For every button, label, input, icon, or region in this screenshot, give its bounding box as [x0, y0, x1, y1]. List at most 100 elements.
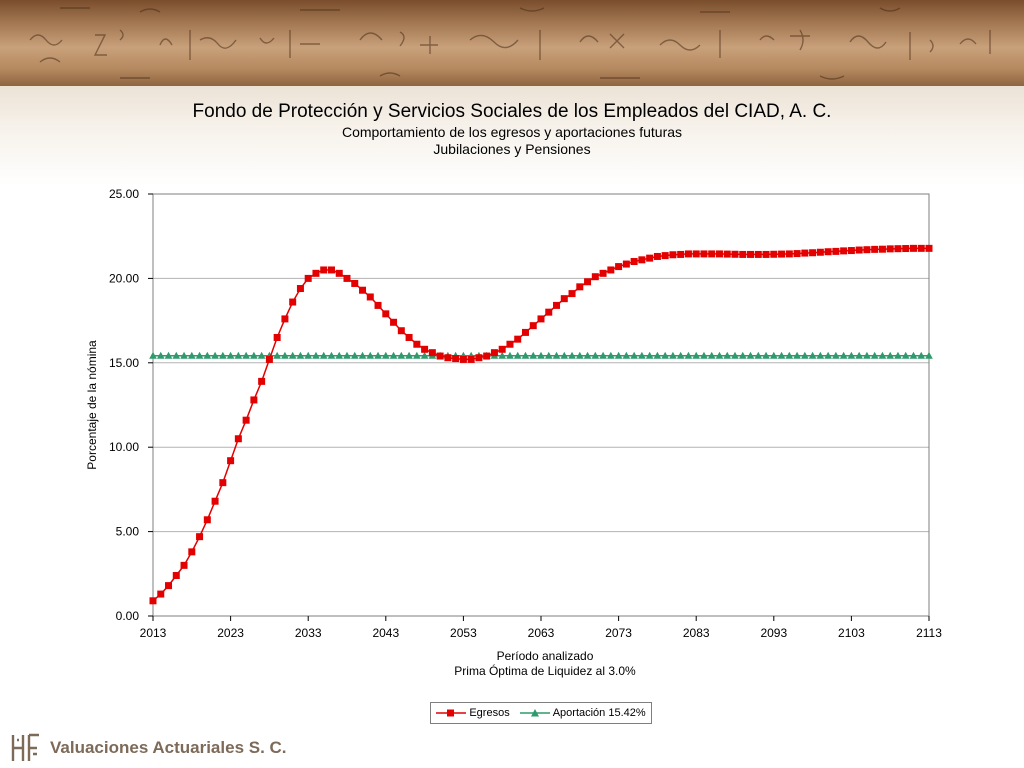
aportacion-point [684, 351, 693, 359]
chart-subtitle-2: Jubilaciones y Pensiones [433, 141, 591, 157]
plot-area [152, 193, 930, 617]
company-logo-icon [11, 733, 39, 761]
egresos-point [165, 582, 173, 590]
egresos-point [902, 245, 910, 253]
aportacion-point [195, 351, 204, 359]
x-tick-label: 2103 [838, 626, 865, 640]
aportacion-point [715, 351, 724, 359]
aportacion-point [785, 351, 794, 359]
aportacion-point [839, 351, 848, 359]
x-tick-label: 2033 [295, 626, 322, 640]
aportacion-point [855, 351, 863, 359]
y-tick-label: 20.00 [109, 271, 139, 285]
egresos-point [855, 246, 863, 254]
aportacion-point [281, 351, 289, 359]
egresos-point [770, 250, 778, 258]
egresos-point [731, 250, 739, 258]
aportacion-point [560, 351, 569, 359]
egresos-point [475, 354, 483, 362]
aportacion-point [777, 351, 786, 359]
aportacion-point [793, 351, 801, 359]
y-tick-label: 25.00 [109, 187, 139, 201]
egresos-point [576, 283, 584, 291]
egresos-point [591, 273, 599, 281]
egresos-point [483, 352, 491, 360]
egresos-point [871, 245, 879, 253]
aportacion-point [149, 351, 157, 359]
egresos-point [382, 310, 390, 318]
aportacion-point [288, 351, 297, 359]
aportacion-point [676, 351, 685, 359]
egresos-point [529, 322, 537, 330]
aportacion-point [498, 351, 506, 359]
aportacion-point [343, 351, 351, 359]
aportacion-point [847, 351, 856, 359]
egresos-point [847, 247, 855, 255]
egresos-point [397, 327, 405, 335]
egresos-point [801, 249, 809, 257]
aportacion-point [832, 351, 840, 359]
aportacion-point [661, 351, 669, 359]
egresos-point [180, 561, 188, 569]
egresos-point [390, 318, 398, 326]
egresos-point [560, 295, 568, 303]
egresos-point [506, 340, 514, 348]
egresos-point [157, 590, 165, 598]
aportacion-point [164, 351, 173, 359]
egresos-point [840, 247, 848, 255]
chart-subtitle: Comportamiento de los egresos y aportaci… [341, 124, 683, 140]
egresos-point [289, 298, 297, 306]
egresos-point [537, 315, 545, 323]
egresos-line [152, 247, 929, 602]
aportacion-point [219, 351, 227, 359]
aportacion-point [700, 351, 708, 359]
egresos-point [149, 597, 157, 605]
legend-label-egresos: Egresos [469, 707, 510, 719]
aportacion-point [350, 351, 359, 359]
aportacion-point [925, 351, 933, 359]
aportacion-point [397, 351, 406, 359]
aportacion-point [723, 351, 732, 359]
aportacion-point [816, 351, 825, 359]
egresos-point [521, 328, 529, 336]
aportacion-point [653, 351, 662, 359]
egresos-point [405, 333, 413, 341]
egresos-point [343, 274, 351, 282]
egresos-point [917, 244, 925, 252]
egresos-point [568, 290, 576, 298]
aportacion-point [296, 351, 305, 359]
egresos-point [747, 250, 755, 258]
aportacion-point [583, 351, 592, 359]
aportacion-point [576, 351, 584, 359]
aportacion-point [319, 351, 328, 359]
egresos-point [700, 250, 708, 258]
egresos-point [242, 416, 250, 424]
aportacion-point [824, 351, 832, 359]
aportacion-point [707, 351, 716, 359]
egresos-point [630, 258, 638, 266]
egresos-point [684, 250, 692, 258]
egresos-point [351, 279, 359, 287]
x-axis-subtitle: Prima Óptima de Liquidez al 3.0% [454, 663, 636, 678]
x-tick-label: 2053 [450, 626, 477, 640]
aportacion-point [614, 351, 623, 359]
aportacion-point [591, 351, 600, 359]
egresos-point [646, 254, 654, 262]
egresos-point [366, 293, 374, 301]
egresos-point [335, 269, 343, 277]
egresos-point [762, 250, 770, 258]
aportacion-point [257, 351, 266, 359]
aportacion-legend-marker [519, 709, 550, 717]
chart-legend: Egresos Aportación 15.42% [430, 702, 652, 724]
x-tick-label: 2013 [140, 626, 167, 640]
aportacion-point [358, 351, 367, 359]
aportacion-point [894, 351, 902, 359]
egresos-point [793, 250, 801, 258]
aportacion-point [420, 351, 429, 359]
egresos-point [490, 349, 498, 357]
aportacion-point [366, 351, 375, 359]
y-axis-title: Porcentaje de la nómina [85, 340, 99, 470]
aportacion-point [692, 351, 700, 359]
aportacion-point [870, 351, 879, 359]
egresos-point [312, 269, 320, 277]
